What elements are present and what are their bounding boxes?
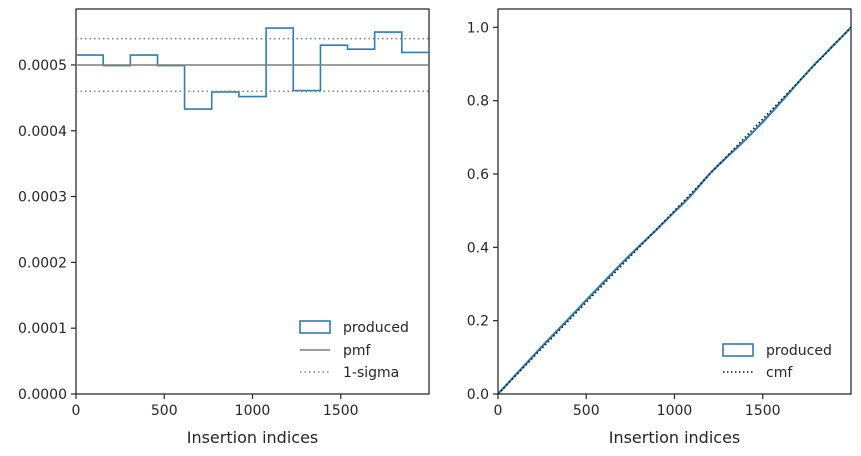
legend: produced cmf [722,343,832,381]
legend-swatch-produced [722,343,754,357]
y-tick-label: 0.0002 [18,255,67,271]
series-produced [76,27,429,110]
legend-label-produced: produced [766,343,832,359]
plot-area [497,26,852,395]
series-cmf [497,26,852,395]
x-tick-label: 1000 [657,403,693,419]
y-tick-label: 0.2 [467,314,489,330]
y-axis-ticks: 0.0 0.2 0.4 0.6 0.8 1.0 [467,20,498,403]
legend-label-1-sigma: 1-sigma [343,365,399,381]
y-tick-label: 0.8 [467,94,489,110]
cdf-panel: 0 500 1000 1500 0.0 0.2 0.4 0.6 0.8 1.0 Insertio… [467,8,852,447]
y-tick-label: 0.0003 [18,190,67,206]
legend-swatch-produced [299,320,331,334]
legend-label-produced: produced [343,320,409,336]
plot-frame [75,8,430,395]
y-tick-label: 1.0 [467,20,489,36]
x-tick-label: 500 [151,403,178,419]
y-tick-label: 0.0000 [18,387,67,403]
legend-label-cmf: cmf [766,365,793,381]
plot-area [76,27,429,110]
x-tick-label: 1500 [323,403,359,419]
histogram-panel: 0 500 1000 1500 0.00000.00010.00020.00030.0… [18,8,430,447]
y-tick-label: 0.4 [467,240,489,256]
x-tick-label: 1000 [235,403,271,419]
legend-label-pmf: pmf [343,343,372,359]
x-tick-label: 0 [494,403,503,419]
y-tick-label: 0.0005 [18,58,67,74]
y-tick-label: 0.0 [467,387,489,403]
x-axis-ticks: 0 500 1000 1500 [494,394,781,419]
y-tick-label: 0.0001 [18,321,67,337]
y-tick-label: 0.0004 [18,124,67,140]
x-tick-label: 0 [72,403,81,419]
x-axis-label: Insertion indices [187,428,319,447]
x-tick-label: 500 [573,403,600,419]
x-tick-label: 1500 [745,403,781,419]
series-produced [497,26,852,395]
legend: produced pmf 1-sigma [299,320,409,381]
y-axis-ticks: 0.0000 0.0001 0.0002 0.0003 0.0004 0.0005 [18,58,76,403]
y-tick-label: 0.6 [467,167,489,183]
x-axis-ticks: 0 500 1000 1500 [72,394,359,419]
x-axis-label: Insertion indices [609,428,741,447]
